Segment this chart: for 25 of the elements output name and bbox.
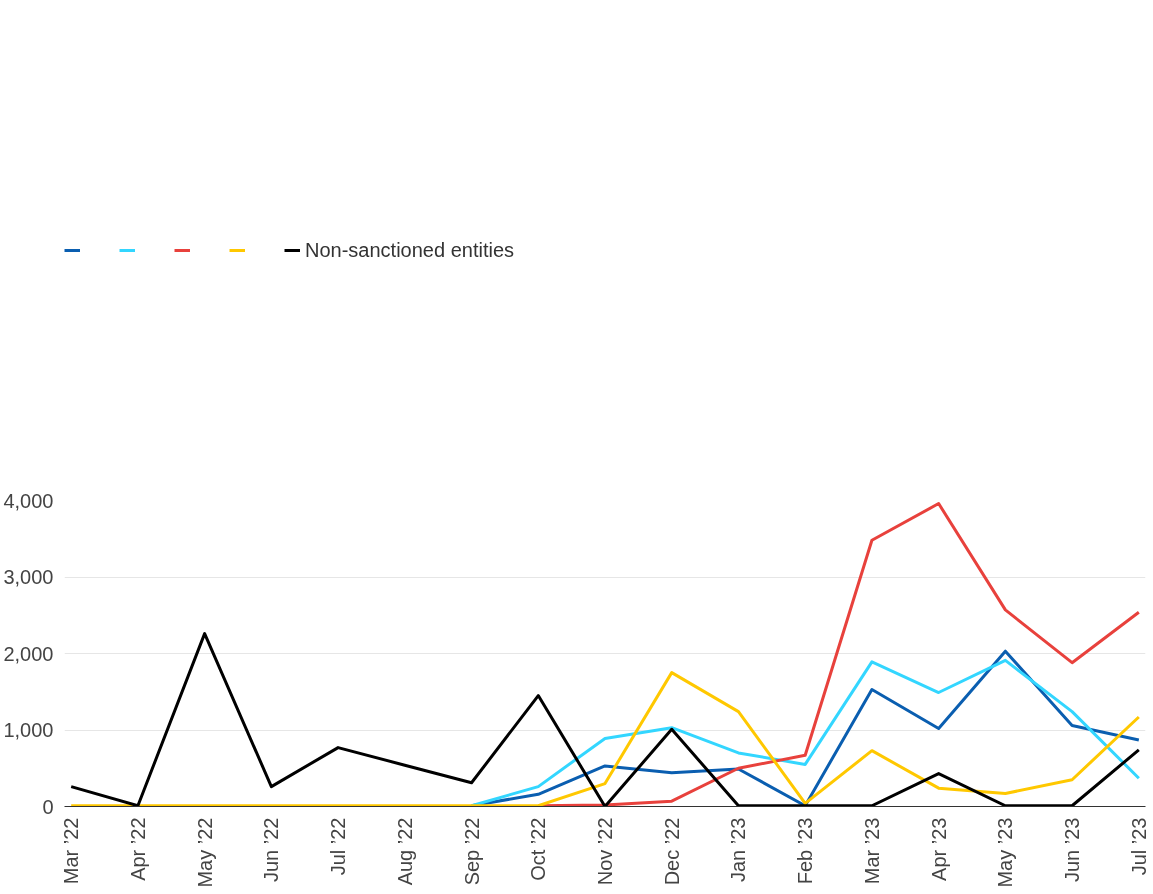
x-tick-label: Nov ’22 (594, 817, 616, 886)
x-tick-label: Jul ’22 (327, 817, 350, 876)
line-series (69, 632, 1141, 807)
x-tick-label: Mar ’22 (60, 817, 83, 885)
x-tick-label: Dec ’22 (660, 817, 683, 886)
line-series (69, 671, 1141, 807)
x-tick-label: Jan ’23 (727, 817, 750, 882)
x-tick-label: Apr ’23 (927, 817, 950, 881)
x-tick-label: May ’22 (193, 817, 216, 888)
x-tick-label: Jun ’23 (1061, 817, 1084, 882)
x-tick-label: Jun ’22 (260, 817, 283, 882)
x-tick-label: Aug ’22 (393, 817, 416, 886)
x-tick-label: Jul ’23 (1127, 817, 1150, 876)
x-tick-label: Mar ’23 (860, 817, 883, 885)
x-tick-label: Oct ’22 (527, 817, 550, 881)
y-tick-label: 4,000 (3, 489, 54, 512)
y-tick-label: 1,000 (3, 719, 54, 741)
y-tick-label: 3,000 (3, 566, 54, 588)
x-tick-label: Sep ’22 (460, 817, 483, 886)
y-tick-label: 2,000 (3, 642, 54, 665)
x-tick-label: May ’23 (994, 817, 1017, 888)
x-tick-label: Apr ’22 (126, 817, 149, 881)
y-tick-label: 0 (42, 795, 54, 818)
x-tick-label: Feb ’23 (794, 817, 817, 885)
legend-label: Non-sanctioned entities (305, 238, 515, 262)
